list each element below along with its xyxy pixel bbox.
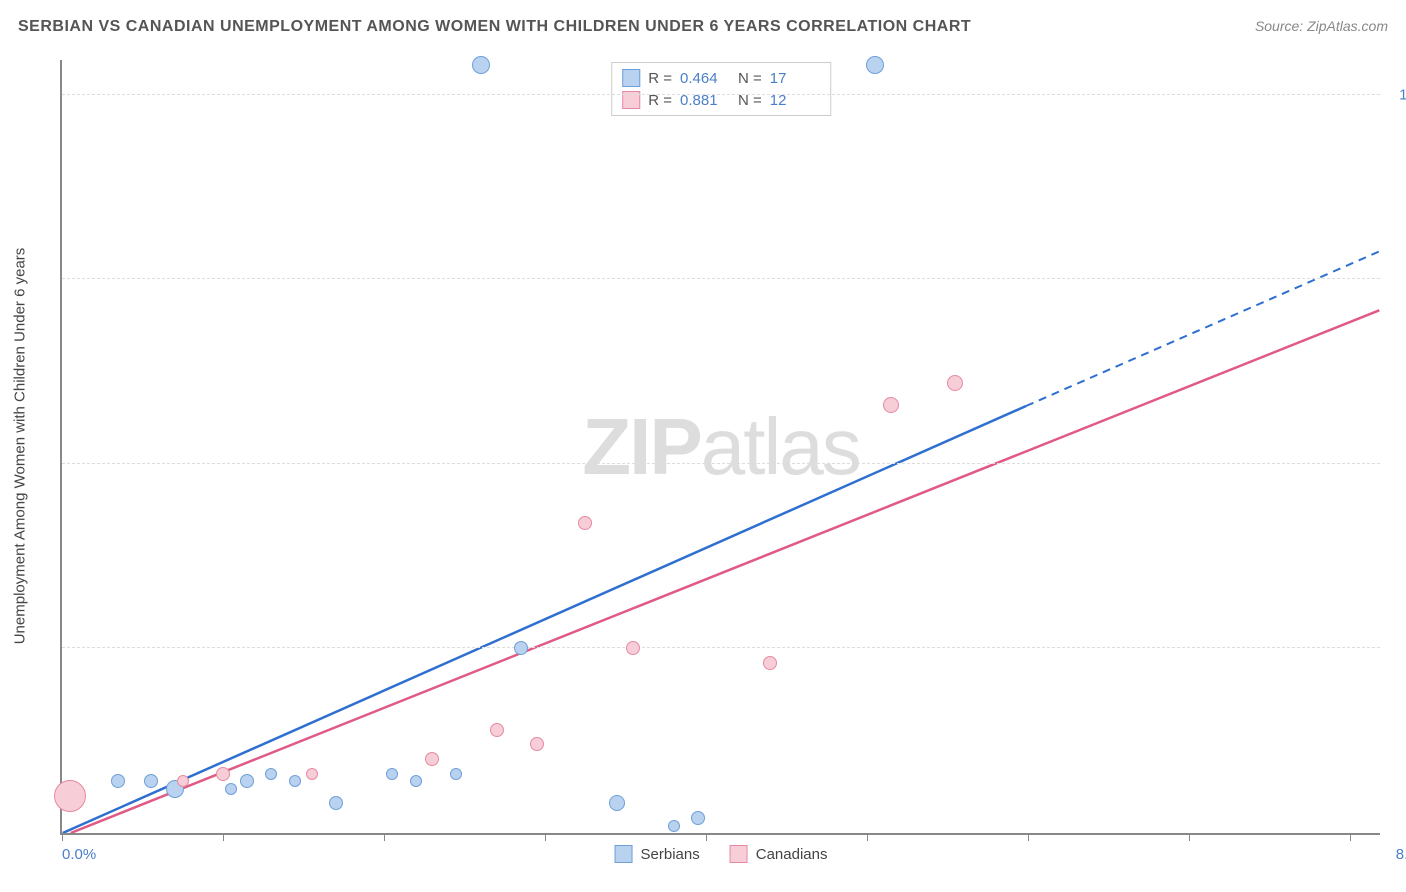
data-point [306, 768, 318, 780]
x-tick-label-max: 8.0% [1396, 846, 1406, 863]
gridline [62, 94, 1380, 95]
legend-stat-row: R =0.881N =12 [622, 89, 820, 111]
data-point [386, 768, 398, 780]
data-point [450, 768, 462, 780]
data-point [225, 783, 237, 795]
x-tick [706, 833, 707, 841]
data-point [240, 774, 254, 788]
watermark: ZIPatlas [582, 401, 859, 493]
data-point [177, 775, 189, 787]
legend-swatch [730, 845, 748, 863]
legend-n-label: N = [738, 70, 762, 87]
y-tick-label: 100.0% [1390, 86, 1406, 103]
data-point [947, 375, 963, 391]
legend-series-name: Serbians [641, 846, 700, 863]
x-tick [545, 833, 546, 841]
trend-lines [62, 60, 1380, 833]
legend-series: Serbians Canadians [615, 845, 828, 863]
legend-swatch [615, 845, 633, 863]
y-tick-label: 75.0% [1390, 271, 1406, 288]
data-point [216, 767, 230, 781]
data-point [578, 516, 592, 530]
data-point [609, 795, 625, 811]
legend-r-label: R = [648, 70, 672, 87]
data-point [763, 656, 777, 670]
x-tick [62, 833, 63, 841]
legend-stat-row: R = 0.464 N = 17 [622, 67, 820, 89]
data-point [425, 752, 439, 766]
legend-swatch [622, 69, 640, 87]
legend-n-value: 17 [770, 70, 820, 87]
y-axis-label: Unemployment Among Women with Children U… [12, 248, 29, 645]
data-point [472, 56, 490, 74]
x-tick [1350, 833, 1351, 841]
legend-stats: R = 0.464 N = 17 R =0.881N =12 [611, 62, 831, 116]
gridline [62, 278, 1380, 279]
x-tick [867, 833, 868, 841]
data-point [289, 775, 301, 787]
x-tick [1028, 833, 1029, 841]
chart-area: ZIPatlas R =0.464N =17R =0.881N =12 Serb… [60, 60, 1380, 835]
data-point [410, 775, 422, 787]
data-point [265, 768, 277, 780]
chart-title: SERBIAN VS CANADIAN UNEMPLOYMENT AMONG W… [18, 18, 971, 36]
gridline [62, 463, 1380, 464]
data-point [111, 774, 125, 788]
data-point [883, 397, 899, 413]
legend-item: Serbians [615, 845, 700, 863]
data-point [490, 723, 504, 737]
legend-item: Canadians [730, 845, 828, 863]
data-point [668, 820, 680, 832]
chart-source: Source: ZipAtlas.com [1255, 18, 1388, 34]
y-tick-label: 25.0% [1390, 640, 1406, 657]
gridline [62, 647, 1380, 648]
data-point [691, 811, 705, 825]
legend-series-name: Canadians [756, 846, 828, 863]
data-point [144, 774, 158, 788]
data-point [329, 796, 343, 810]
y-tick-label: 50.0% [1390, 455, 1406, 472]
data-point [626, 641, 640, 655]
x-tick [384, 833, 385, 841]
data-point [54, 780, 86, 812]
legend-r-value: 0.464 [680, 70, 730, 87]
chart-header: SERBIAN VS CANADIAN UNEMPLOYMENT AMONG W… [18, 18, 1388, 36]
x-tick [223, 833, 224, 841]
x-tick [1189, 833, 1190, 841]
plot-region: ZIPatlas R =0.464N =17R =0.881N =12 Serb… [60, 60, 1380, 835]
data-point [530, 737, 544, 751]
data-point [514, 641, 528, 655]
data-point [866, 56, 884, 74]
x-tick-label-min: 0.0% [62, 846, 96, 863]
